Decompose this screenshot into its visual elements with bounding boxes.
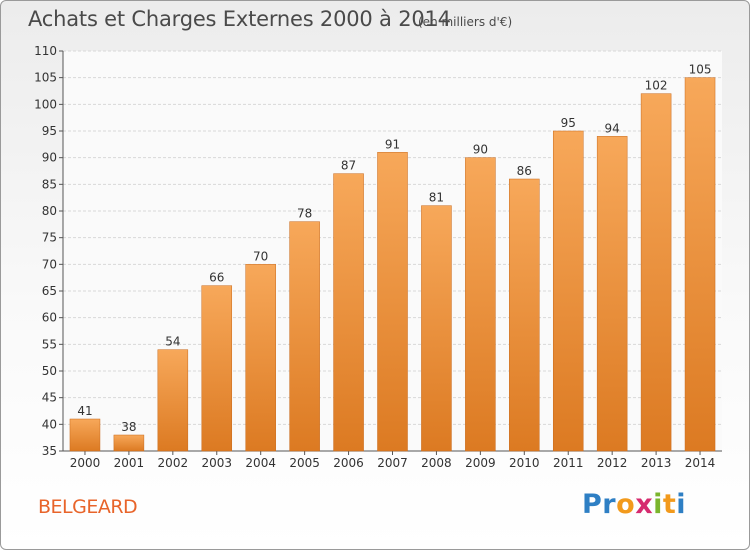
y-tick-label: 45 <box>42 391 57 405</box>
logo-letter: r <box>602 489 617 520</box>
x-tick-label: 2007 <box>377 456 408 470</box>
chart-subtitle: (en milliers d'€) <box>418 15 513 29</box>
y-tick-label: 75 <box>42 231 57 245</box>
data-label: 105 <box>689 63 712 77</box>
y-tick-label: 90 <box>42 151 57 165</box>
y-tick-label: 95 <box>42 124 57 138</box>
y-tick-label: 55 <box>42 337 57 351</box>
y-tick-label: 80 <box>42 204 57 218</box>
x-tick-label: 2011 <box>553 456 584 470</box>
y-tick-label: 60 <box>42 311 57 325</box>
y-tick-label: 40 <box>42 417 57 431</box>
x-tick-label: 2010 <box>509 456 540 470</box>
bar <box>421 205 452 452</box>
bar <box>113 434 145 452</box>
bar <box>640 93 672 452</box>
data-label: 70 <box>253 249 268 263</box>
logo-letter: P <box>582 489 603 520</box>
bar <box>509 178 540 452</box>
data-label: 78 <box>297 207 312 221</box>
logo-letter: t <box>662 489 677 520</box>
y-tick-label: 50 <box>42 364 57 378</box>
data-label: 90 <box>473 143 488 157</box>
data-label: 41 <box>77 404 92 418</box>
bar <box>245 264 276 452</box>
bars <box>69 77 716 452</box>
y-tick-label: 110 <box>34 44 57 58</box>
bar <box>69 418 101 452</box>
y-tick-label: 70 <box>42 257 57 271</box>
y-tick-label: 35 <box>42 444 57 458</box>
bar <box>289 221 320 452</box>
bar <box>552 130 584 452</box>
x-tick-label: 2001 <box>114 456 145 470</box>
bar <box>684 77 716 452</box>
x-tick-label: 2000 <box>70 456 101 470</box>
x-tick-label: 2003 <box>201 456 232 470</box>
bar <box>333 173 364 452</box>
commune-name: BELGEARD <box>38 496 138 518</box>
proxiti-logo[interactable]: Proxiti <box>582 489 686 520</box>
data-label: 91 <box>385 137 400 151</box>
bar <box>201 285 233 452</box>
y-tick-label: 100 <box>34 97 57 111</box>
data-label: 54 <box>165 335 180 349</box>
x-tick-label: 2009 <box>465 456 496 470</box>
data-label: 87 <box>341 159 356 173</box>
bar <box>596 136 628 452</box>
chart-title: Achats et Charges Externes 2000 à 2014 <box>28 7 451 31</box>
data-label: 66 <box>209 271 224 285</box>
axes: 35 40 45 50 55 60 65 70 75 80 85 90 95 100 105 110 2000 2… <box>34 44 722 470</box>
data-label: 102 <box>645 79 668 93</box>
labels: 41 38 54 66 70 78 87 91 81 90 86 95 94 102 105 <box>77 63 711 434</box>
data-label: 95 <box>561 116 576 130</box>
x-tick-label: 2014 <box>685 456 716 470</box>
x-tick-label: 2004 <box>245 456 276 470</box>
logo-letter: x <box>635 489 654 520</box>
y-tick-label: 65 <box>42 284 57 298</box>
x-tick-label: 2008 <box>421 456 452 470</box>
x-tick-label: 2013 <box>641 456 672 470</box>
y-tick-label: 105 <box>34 71 57 85</box>
y-tick-label: 85 <box>42 177 57 191</box>
data-label: 81 <box>429 191 444 205</box>
data-label: 86 <box>517 164 532 178</box>
logo-letter: i <box>676 489 687 520</box>
logo-letter: i <box>653 489 663 520</box>
data-label: 38 <box>121 420 136 434</box>
x-tick-label: 2002 <box>158 456 189 470</box>
logo-letter: o <box>616 489 636 520</box>
data-label: 94 <box>605 121 620 135</box>
bar <box>465 157 496 452</box>
bar <box>157 349 189 452</box>
x-tick-label: 2005 <box>289 456 320 470</box>
x-tick-label: 2006 <box>333 456 364 470</box>
x-tick-label: 2012 <box>597 456 628 470</box>
bar <box>377 152 408 452</box>
